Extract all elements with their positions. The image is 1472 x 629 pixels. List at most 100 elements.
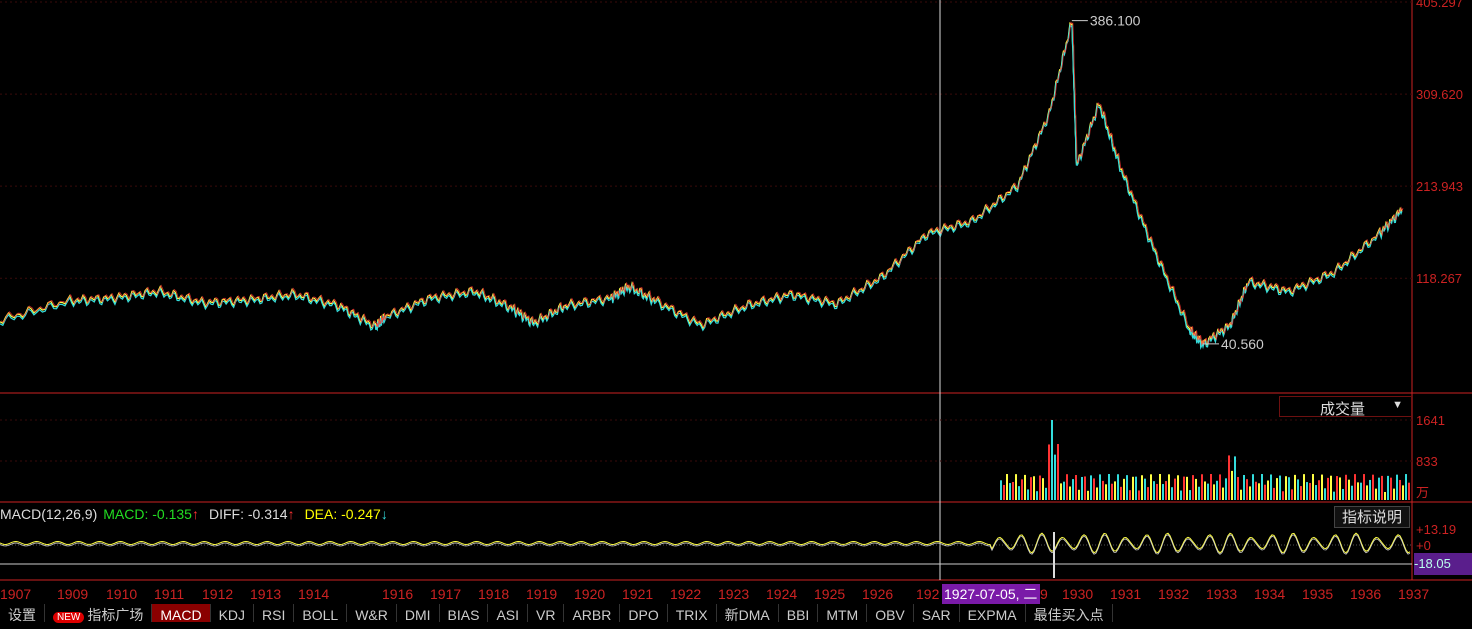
indicator-help-button[interactable]: 指标说明 — [1334, 506, 1410, 528]
x-axis-year-label: 1913 — [250, 586, 281, 602]
volume-bar — [1171, 487, 1173, 500]
volume-bar — [1213, 484, 1215, 500]
volume-bar — [1270, 474, 1272, 500]
tab-15[interactable]: BBI — [779, 604, 819, 623]
stock-chart[interactable]: 405.297 309.620 213.943 118.267 386.100 40.56… — [0, 0, 1472, 604]
volume-bar — [1060, 483, 1062, 500]
price-line-yellow — [0, 21, 1403, 349]
volume-bar — [1234, 456, 1236, 500]
volume-bar — [1345, 474, 1347, 500]
tab-7[interactable]: DMI — [397, 604, 440, 623]
x-axis-year-label: 1936 — [1350, 586, 1381, 602]
x-axis-year-label: 1931 — [1110, 586, 1141, 602]
volume-bar — [1396, 474, 1398, 500]
x-axis-year-label: 1923 — [718, 586, 749, 602]
macd-tick-label: +13.19 — [1416, 522, 1456, 537]
volume-bar — [1024, 474, 1026, 500]
tab-1[interactable]: NEW 指标广场 — [45, 604, 153, 623]
dea-arrow-icon: ↓ — [380, 506, 388, 522]
tab-10[interactable]: VR — [528, 604, 565, 623]
chevron-down-icon: ▼ — [1392, 399, 1403, 411]
tab-20[interactable]: 最佳买入点 — [1026, 604, 1113, 623]
tab-label: MTM — [826, 607, 859, 623]
volume-bar — [1063, 481, 1065, 500]
volume-bar — [1153, 481, 1155, 500]
volume-bar — [1276, 478, 1278, 500]
x-axis-year-label: 9 — [1040, 586, 1048, 602]
volume-bar — [1030, 477, 1032, 500]
tab-3[interactable]: KDJ — [211, 604, 255, 623]
tab-16[interactable]: MTM — [818, 604, 868, 623]
volume-bar — [1093, 478, 1095, 500]
volume-bar — [1201, 474, 1203, 500]
volume-bar — [1282, 491, 1284, 500]
volume-bar — [1132, 476, 1134, 500]
volume-bar — [1315, 485, 1317, 500]
volume-bar — [1291, 489, 1293, 500]
volume-bar — [1300, 486, 1302, 500]
tab-19[interactable]: EXPMA — [960, 604, 1026, 623]
volume-bar — [1096, 487, 1098, 500]
tab-17[interactable]: OBV — [867, 604, 914, 623]
macd-legend: MACD(12,26,9) MACD: -0.135↑ DIFF: -0.314↑ D… — [0, 506, 398, 522]
tab-13[interactable]: TRIX — [668, 604, 717, 623]
tab-11[interactable]: ARBR — [564, 604, 621, 623]
volume-bar — [1354, 474, 1356, 500]
volume-bar — [1285, 476, 1287, 500]
volume-bar — [1195, 478, 1197, 500]
volume-bar — [1309, 482, 1311, 500]
volume-bar — [1183, 476, 1185, 500]
x-axis-year-label: 1909 — [57, 586, 88, 602]
volume-indicator-select[interactable]: 成交量 ▼ — [1279, 396, 1412, 418]
volume-bar — [1117, 474, 1119, 500]
price-tick-label: 309.620 — [1416, 87, 1463, 102]
tab-label: 最佳买入点 — [1033, 607, 1104, 623]
volume-select-label: 成交量 — [1320, 401, 1366, 418]
tab-0[interactable]: 设置 — [0, 604, 45, 623]
crosshair-date-label: 1927-07-05, 二 — [942, 584, 1040, 604]
tab-4[interactable]: RSI — [254, 604, 295, 623]
tab-6[interactable]: W&R — [347, 604, 397, 623]
tab-label: DPO — [628, 607, 659, 623]
tab-label: BOLL — [302, 607, 339, 623]
volume-bar — [1003, 484, 1005, 500]
volume-bar — [1261, 474, 1263, 500]
volume-bar — [1111, 483, 1113, 500]
diff-arrow-icon: ↑ — [287, 506, 295, 522]
volume-bar — [1009, 483, 1011, 500]
volume-bar — [1408, 482, 1410, 500]
tab-18[interactable]: SAR — [914, 604, 960, 623]
x-axis-year-label: 1911 — [154, 586, 184, 602]
volume-bar — [1360, 482, 1362, 500]
volume-bar — [1321, 474, 1323, 500]
tab-8[interactable]: BIAS — [440, 604, 489, 623]
price-tick-label: 213.943 — [1416, 179, 1463, 194]
tab-9[interactable]: ASI — [488, 604, 529, 623]
tab-label: ARBR — [572, 607, 612, 623]
price-tick-label: 118.267 — [1416, 271, 1462, 286]
x-axis-year-label: 1917 — [430, 586, 461, 602]
volume-bar — [1138, 490, 1140, 500]
x-axis-year-label: 1919 — [526, 586, 557, 602]
indicator-tab-bar: 设置 NEW 指标广场 MACD KDJ RSI BOLL W&R DMI BIAS ASI VR AR… — [0, 604, 1472, 623]
volume-bar — [1210, 474, 1212, 500]
tab-14[interactable]: 新DMA — [717, 604, 779, 623]
volume-bar — [1246, 479, 1248, 500]
tab-2[interactable]: MACD — [152, 604, 211, 623]
x-axis-year-label: 1934 — [1254, 586, 1285, 602]
x-axis-year-label: 1924 — [766, 586, 797, 602]
volume-bar — [1339, 477, 1341, 500]
volume-bar — [1123, 478, 1125, 500]
volume-bar — [1066, 474, 1068, 500]
tab-12[interactable]: DPO — [620, 604, 668, 623]
tab-label: KDJ — [218, 607, 246, 623]
tab-5[interactable]: BOLL — [294, 604, 348, 623]
volume-bar — [1159, 474, 1161, 500]
macd-arrow-icon: ↑ — [191, 506, 199, 522]
volume-bar — [1306, 482, 1308, 500]
volume-bar — [1033, 476, 1035, 500]
x-axis-year-label: 1925 — [814, 586, 845, 602]
volume-bar — [1348, 479, 1350, 500]
volume-bar — [1012, 481, 1014, 500]
volume-bar — [1237, 477, 1239, 500]
